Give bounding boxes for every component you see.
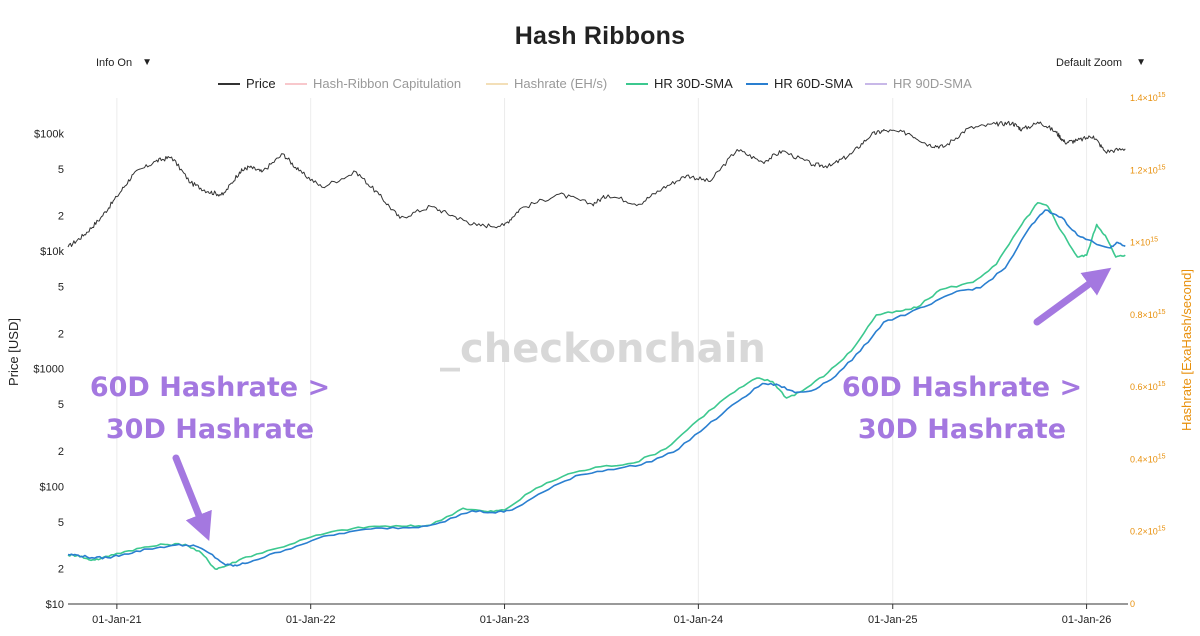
x-axis: 01-Jan-21 01-Jan-22 01-Jan-23 01-Jan-24 01-J… bbox=[92, 604, 1111, 626]
x-gridlines bbox=[116, 98, 1088, 604]
info-toggle-select[interactable]: Info On ▼ bbox=[88, 52, 158, 74]
y-left-tick-label: 2 bbox=[58, 328, 64, 340]
y-axis-left: $10 2 5 $100 2 5 $1000 2 5 $10k 2 5 $100k bbox=[33, 128, 64, 611]
legend-label: Price bbox=[246, 76, 276, 91]
legend-swatch bbox=[285, 83, 307, 85]
y-right-tick-label: 1.4×1015 bbox=[1130, 92, 1166, 103]
chevron-down-icon: ▼ bbox=[142, 57, 152, 68]
zoom-select-value: Default Zoom bbox=[1056, 57, 1123, 69]
annotation-left-line-1: 60D Hashrate > bbox=[90, 372, 330, 403]
series-line-price bbox=[67, 120, 1126, 248]
annotation-left-arrow bbox=[172, 454, 212, 541]
y-left-tick-label: 2 bbox=[58, 211, 64, 223]
y-left-tick-label: $100k bbox=[34, 128, 64, 140]
y-axis-right-label: Hashrate [ExaHash/second] bbox=[1179, 269, 1194, 431]
legend-swatch bbox=[865, 83, 887, 85]
y-axis-right: 0 0.2×1015 0.4×1015 0.6×1015 0.8×1015 1×1015 1… bbox=[1130, 92, 1166, 609]
x-tick-label: 01-Jan-26 bbox=[1062, 614, 1112, 626]
y-left-tick-label: 2 bbox=[58, 564, 64, 576]
y-left-tick-label: 2 bbox=[58, 446, 64, 458]
annotation-right-line-2: 30D Hashrate bbox=[858, 414, 1066, 445]
legend-swatch bbox=[486, 83, 508, 85]
y-left-tick-label: 5 bbox=[58, 281, 64, 293]
y-right-tick-label: 1.2×1015 bbox=[1130, 164, 1166, 175]
zoom-select[interactable]: Default Zoom ▼ bbox=[1048, 52, 1152, 74]
chevron-down-icon: ▼ bbox=[1136, 57, 1146, 68]
legend-swatch bbox=[746, 83, 768, 85]
legend-label: HR 90D-SMA bbox=[893, 76, 972, 91]
annotation-right-arrow bbox=[1033, 267, 1112, 326]
legend-label: Hash-Ribbon Capitulation bbox=[313, 76, 462, 91]
watermark: _checkonchain bbox=[440, 326, 766, 372]
y-right-tick-label: 1×1015 bbox=[1130, 237, 1158, 248]
x-tick-label: 01-Jan-25 bbox=[868, 614, 918, 626]
y-left-tick-label: $1000 bbox=[33, 364, 64, 376]
y-axis-left-label: Price [USD] bbox=[6, 318, 21, 386]
legend-swatch bbox=[218, 83, 240, 85]
x-tick-label: 01-Jan-22 bbox=[286, 614, 336, 626]
y-right-tick-label: 0 bbox=[1130, 599, 1135, 609]
series-line-hr-30d-sma bbox=[67, 202, 1126, 570]
y-left-tick-label: $10 bbox=[46, 599, 64, 611]
info-select-value: Info On bbox=[96, 57, 133, 69]
y-left-tick-label: 5 bbox=[58, 399, 64, 411]
y-right-tick-label: 0.8×1015 bbox=[1130, 309, 1166, 320]
y-left-tick-label: 5 bbox=[58, 164, 64, 176]
y-left-tick-label: 5 bbox=[58, 517, 64, 529]
x-tick-label: 01-Jan-23 bbox=[480, 614, 530, 626]
chart-legend: Price Hash-Ribbon Capitulation Hashrate … bbox=[0, 74, 1200, 94]
y-left-tick-label: $100 bbox=[40, 481, 64, 493]
annotation-right: 60D Hashrate > 30D Hashrate bbox=[842, 267, 1112, 445]
legend-swatch bbox=[626, 83, 648, 85]
series-line-hr-60d-sma bbox=[67, 209, 1126, 567]
legend-label: HR 30D-SMA bbox=[654, 76, 733, 91]
y-left-tick-label: $10k bbox=[40, 246, 64, 258]
x-tick-label: 01-Jan-24 bbox=[674, 614, 724, 626]
y-right-tick-label: 0.4×1015 bbox=[1130, 453, 1166, 464]
annotation-left-line-2: 30D Hashrate bbox=[106, 414, 314, 445]
y-right-tick-label: 0.2×1015 bbox=[1130, 526, 1166, 537]
chart-title: Hash Ribbons bbox=[514, 22, 686, 50]
legend-label: HR 60D-SMA bbox=[774, 76, 853, 91]
series-layer bbox=[67, 120, 1126, 570]
annotation-left: 60D Hashrate > 30D Hashrate bbox=[90, 372, 330, 541]
y-right-tick-label: 0.6×1015 bbox=[1130, 381, 1166, 392]
legend-label: Hashrate (EH/s) bbox=[514, 76, 608, 91]
x-tick-label: 01-Jan-21 bbox=[92, 614, 142, 626]
annotation-right-line-1: 60D Hashrate > bbox=[842, 372, 1082, 403]
